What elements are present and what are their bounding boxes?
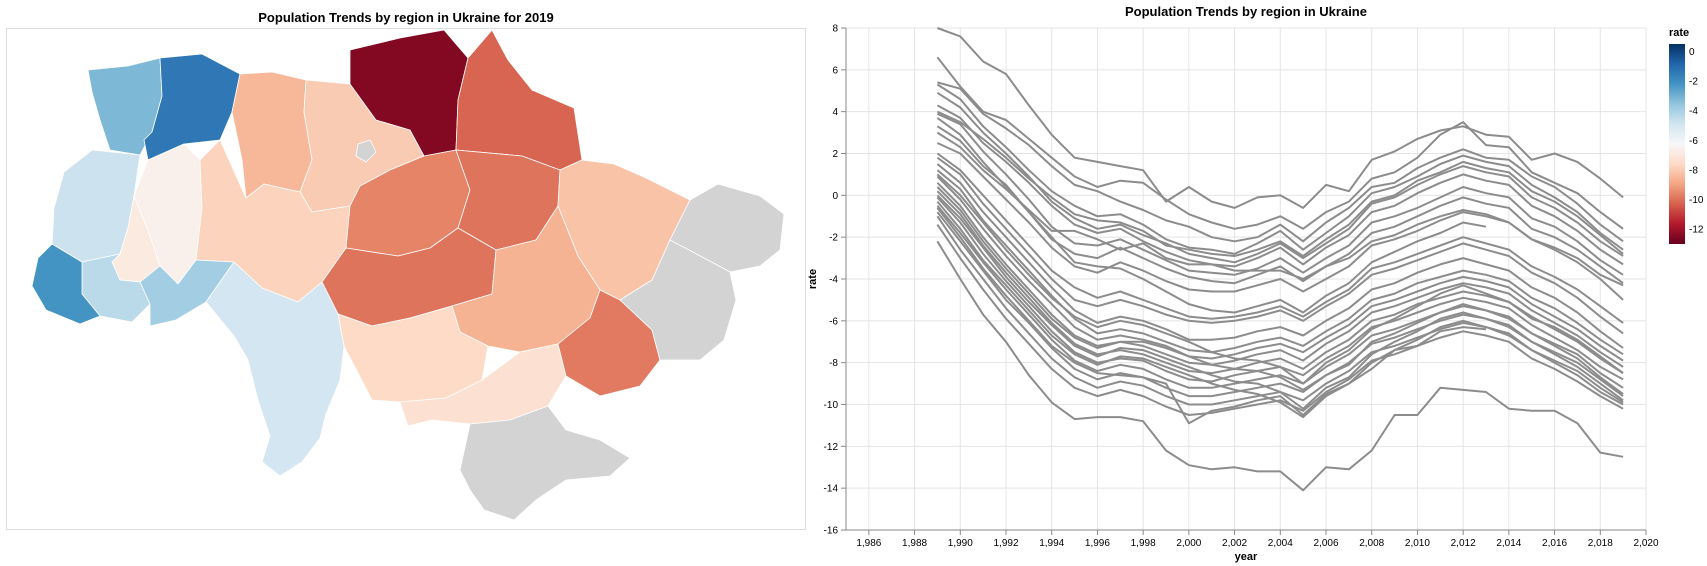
region-zakarpattia[interactable]	[31, 243, 101, 325]
x-tick-label: 1,988	[902, 538, 927, 549]
region-odesa[interactable]	[205, 261, 345, 477]
series-line-24[interactable]	[936, 200, 1624, 419]
region-kherson[interactable]	[399, 343, 567, 427]
series-line-13[interactable]	[936, 169, 1624, 356]
legend-tick-label: 0	[1689, 47, 1695, 58]
series-line-8[interactable]	[936, 117, 1624, 285]
series-lines	[936, 27, 1624, 492]
y-tick-label: -2	[829, 233, 838, 244]
series-line-5[interactable]	[936, 91, 1624, 264]
x-tick-label: 1,992	[993, 538, 1018, 549]
x-tick-label: 2,016	[1542, 538, 1567, 549]
line-chart-title: Population Trends by region in Ukraine	[1125, 4, 1367, 19]
x-tick-label: 1,994	[1039, 538, 1064, 549]
x-tick-label: 2,006	[1313, 538, 1338, 549]
y-tick-label: 4	[832, 107, 838, 118]
legend-tick-label: -6	[1689, 136, 1698, 147]
map-frame	[6, 28, 806, 530]
x-tick-label: 2,012	[1451, 538, 1476, 549]
x-tick-label: 2,002	[1222, 538, 1247, 549]
map-title: Population Trends by region in Ukraine f…	[258, 10, 554, 25]
series-line-15[interactable]	[936, 182, 1624, 368]
x-tick-label: 1,986	[856, 538, 881, 549]
series-line-21[interactable]	[936, 224, 1624, 416]
series-line-18[interactable]	[936, 205, 1624, 395]
region-mykolaiv[interactable]	[337, 305, 489, 403]
x-tick-label: 1,990	[948, 538, 973, 549]
y-tick-label: -6	[829, 316, 838, 327]
y-tick-label: -10	[824, 400, 839, 411]
region-crimea[interactable]	[459, 405, 631, 521]
legend-gradient	[1669, 44, 1685, 244]
series-line-12[interactable]	[936, 163, 1624, 349]
x-tick-label: 2,018	[1588, 538, 1613, 549]
y-axis-title: rate	[807, 269, 819, 289]
series-line-10[interactable]	[936, 152, 1624, 324]
series-line-30[interactable]	[936, 186, 1624, 391]
x-tick-label: 2,004	[1268, 538, 1293, 549]
x-axis-title: year	[1235, 551, 1258, 563]
series-line-4[interactable]	[936, 83, 1624, 255]
x-tick-label: 2,008	[1359, 538, 1384, 549]
series-line-2[interactable]	[936, 56, 1624, 230]
series-line-26[interactable]	[936, 131, 1624, 287]
y-tick-label: -16	[824, 526, 839, 537]
y-tick-label: -14	[824, 484, 839, 495]
series-line-7[interactable]	[936, 112, 1624, 276]
series-line-27[interactable]	[936, 110, 1624, 257]
legend-tick-label: -4	[1689, 106, 1698, 117]
series-line-3[interactable]	[937, 81, 1624, 243]
y-tick-label: 6	[832, 65, 838, 76]
legend-title: rate	[1669, 27, 1689, 39]
region-donetsk[interactable]	[619, 239, 737, 361]
x-tick-label: 1,996	[1085, 538, 1110, 549]
x-tick-label: 1,998	[1131, 538, 1156, 549]
series-line-1[interactable]	[937, 27, 1624, 209]
legend-tick-label: -8	[1689, 165, 1698, 176]
x-tick-label: 2,014	[1496, 538, 1521, 549]
y-tick-label: 2	[832, 149, 838, 160]
series-line-14[interactable]	[936, 175, 1624, 362]
series-line-22[interactable]	[936, 240, 1624, 492]
series-line-25[interactable]	[936, 173, 1624, 385]
y-tick-label: -4	[829, 275, 838, 286]
axes: 1,986 1,988 1,990 1,992 1,994 1,996 1,998 2,000…	[807, 24, 1659, 564]
legend-tick-label: -12	[1689, 225, 1704, 236]
x-tick-label: 2,010	[1405, 538, 1430, 549]
y-tick-label: 8	[832, 24, 838, 35]
series-line-23[interactable]	[936, 194, 1624, 410]
series-line-29[interactable]	[936, 207, 1487, 425]
series-line-11[interactable]	[936, 156, 1624, 335]
legend-tick-label: -10	[1689, 195, 1704, 206]
series-line-28[interactable]	[936, 125, 1487, 314]
y-tick-label: -12	[824, 442, 839, 453]
x-tick-label: 2,020	[1633, 538, 1658, 549]
y-tick-label: -8	[829, 358, 838, 369]
series-line-19[interactable]	[936, 211, 1624, 402]
legend-tick-label: -2	[1689, 77, 1698, 88]
x-tick-label: 2,000	[1176, 538, 1201, 549]
series-line-6[interactable]	[936, 104, 1624, 268]
map-regions	[31, 29, 785, 521]
region-kyiv-city[interactable]	[355, 139, 377, 163]
y-tick-label: 0	[832, 191, 838, 202]
